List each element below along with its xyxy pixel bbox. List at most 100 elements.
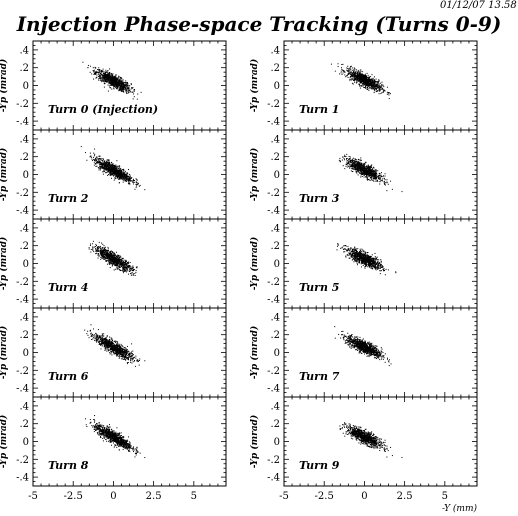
data-point bbox=[355, 75, 357, 77]
data-point bbox=[115, 256, 117, 258]
data-point bbox=[363, 87, 365, 89]
data-point bbox=[126, 263, 128, 265]
data-point bbox=[107, 162, 109, 164]
data-point bbox=[87, 64, 89, 66]
data-point bbox=[126, 177, 128, 179]
data-point bbox=[362, 81, 364, 83]
data-point bbox=[360, 176, 362, 178]
data-point bbox=[371, 178, 373, 180]
data-point bbox=[110, 166, 112, 168]
data-point bbox=[117, 172, 119, 174]
data-point bbox=[378, 84, 380, 86]
y-tick-label: .4 bbox=[270, 134, 280, 145]
data-point bbox=[375, 81, 377, 83]
data-point bbox=[133, 270, 135, 272]
data-point bbox=[370, 76, 372, 78]
data-point bbox=[111, 80, 113, 82]
data-point bbox=[109, 254, 111, 256]
data-point bbox=[123, 175, 125, 177]
data-point bbox=[128, 168, 129, 170]
data-point bbox=[103, 73, 105, 75]
data-point bbox=[97, 161, 99, 163]
data-point bbox=[355, 79, 357, 81]
data-point bbox=[108, 159, 110, 161]
data-point bbox=[379, 88, 381, 90]
data-point bbox=[346, 166, 348, 168]
data-point bbox=[103, 255, 105, 257]
data-point bbox=[380, 86, 382, 88]
data-point bbox=[379, 175, 381, 177]
data-point bbox=[373, 76, 375, 78]
data-point bbox=[113, 75, 115, 77]
data-point bbox=[118, 78, 120, 80]
data-point bbox=[374, 84, 376, 86]
data-point bbox=[375, 176, 377, 178]
data-point bbox=[116, 258, 118, 260]
data-point bbox=[107, 174, 109, 176]
data-point bbox=[139, 184, 141, 186]
data-point bbox=[110, 80, 112, 82]
data-point bbox=[347, 162, 349, 164]
data-point bbox=[365, 84, 367, 86]
data-point bbox=[111, 84, 113, 86]
data-point bbox=[384, 173, 386, 175]
data-point bbox=[110, 261, 112, 263]
data-point bbox=[113, 167, 115, 169]
data-point bbox=[119, 174, 121, 176]
data-point bbox=[362, 171, 364, 173]
data-point bbox=[98, 163, 100, 165]
data-point bbox=[367, 74, 369, 76]
data-point bbox=[111, 173, 113, 175]
data-point bbox=[96, 74, 98, 76]
data-point bbox=[127, 266, 129, 268]
data-point bbox=[378, 83, 380, 85]
data-point bbox=[110, 87, 112, 89]
data-point bbox=[119, 171, 121, 173]
data-point bbox=[106, 254, 108, 256]
data-point bbox=[352, 158, 354, 160]
data-point bbox=[133, 96, 135, 98]
data-point bbox=[102, 171, 104, 173]
data-point bbox=[128, 264, 130, 266]
data-point bbox=[97, 246, 99, 248]
data-point bbox=[102, 173, 104, 175]
data-point bbox=[108, 73, 110, 75]
data-point bbox=[366, 167, 368, 169]
data-point bbox=[358, 79, 360, 81]
data-point bbox=[388, 94, 390, 96]
data-point bbox=[119, 260, 121, 262]
panel-frame bbox=[283, 129, 478, 220]
data-point bbox=[117, 81, 119, 83]
data-point bbox=[120, 264, 122, 266]
data-point bbox=[108, 76, 110, 78]
data-point bbox=[373, 85, 375, 87]
data-point bbox=[114, 79, 116, 81]
data-point bbox=[119, 79, 121, 81]
data-point bbox=[102, 256, 104, 258]
data-point bbox=[352, 71, 354, 73]
data-point bbox=[116, 265, 118, 267]
data-point bbox=[108, 162, 110, 164]
data-point bbox=[347, 160, 349, 162]
data-point bbox=[118, 80, 120, 82]
data-point bbox=[119, 172, 121, 174]
data-point bbox=[119, 89, 121, 91]
data-point bbox=[112, 260, 114, 262]
data-point bbox=[367, 165, 369, 167]
data-point bbox=[367, 78, 369, 80]
data-point bbox=[105, 260, 107, 262]
data-point bbox=[98, 255, 100, 257]
data-point bbox=[120, 81, 122, 83]
data-point bbox=[100, 77, 102, 79]
data-point bbox=[113, 88, 115, 90]
data-point bbox=[99, 158, 101, 160]
data-point bbox=[369, 175, 371, 177]
data-point bbox=[88, 248, 90, 250]
data-point bbox=[127, 84, 129, 86]
data-point bbox=[110, 76, 112, 78]
data-point bbox=[114, 177, 116, 179]
data-point bbox=[116, 255, 118, 257]
data-point bbox=[118, 176, 120, 178]
data-point bbox=[360, 76, 362, 78]
data-point bbox=[378, 79, 380, 81]
